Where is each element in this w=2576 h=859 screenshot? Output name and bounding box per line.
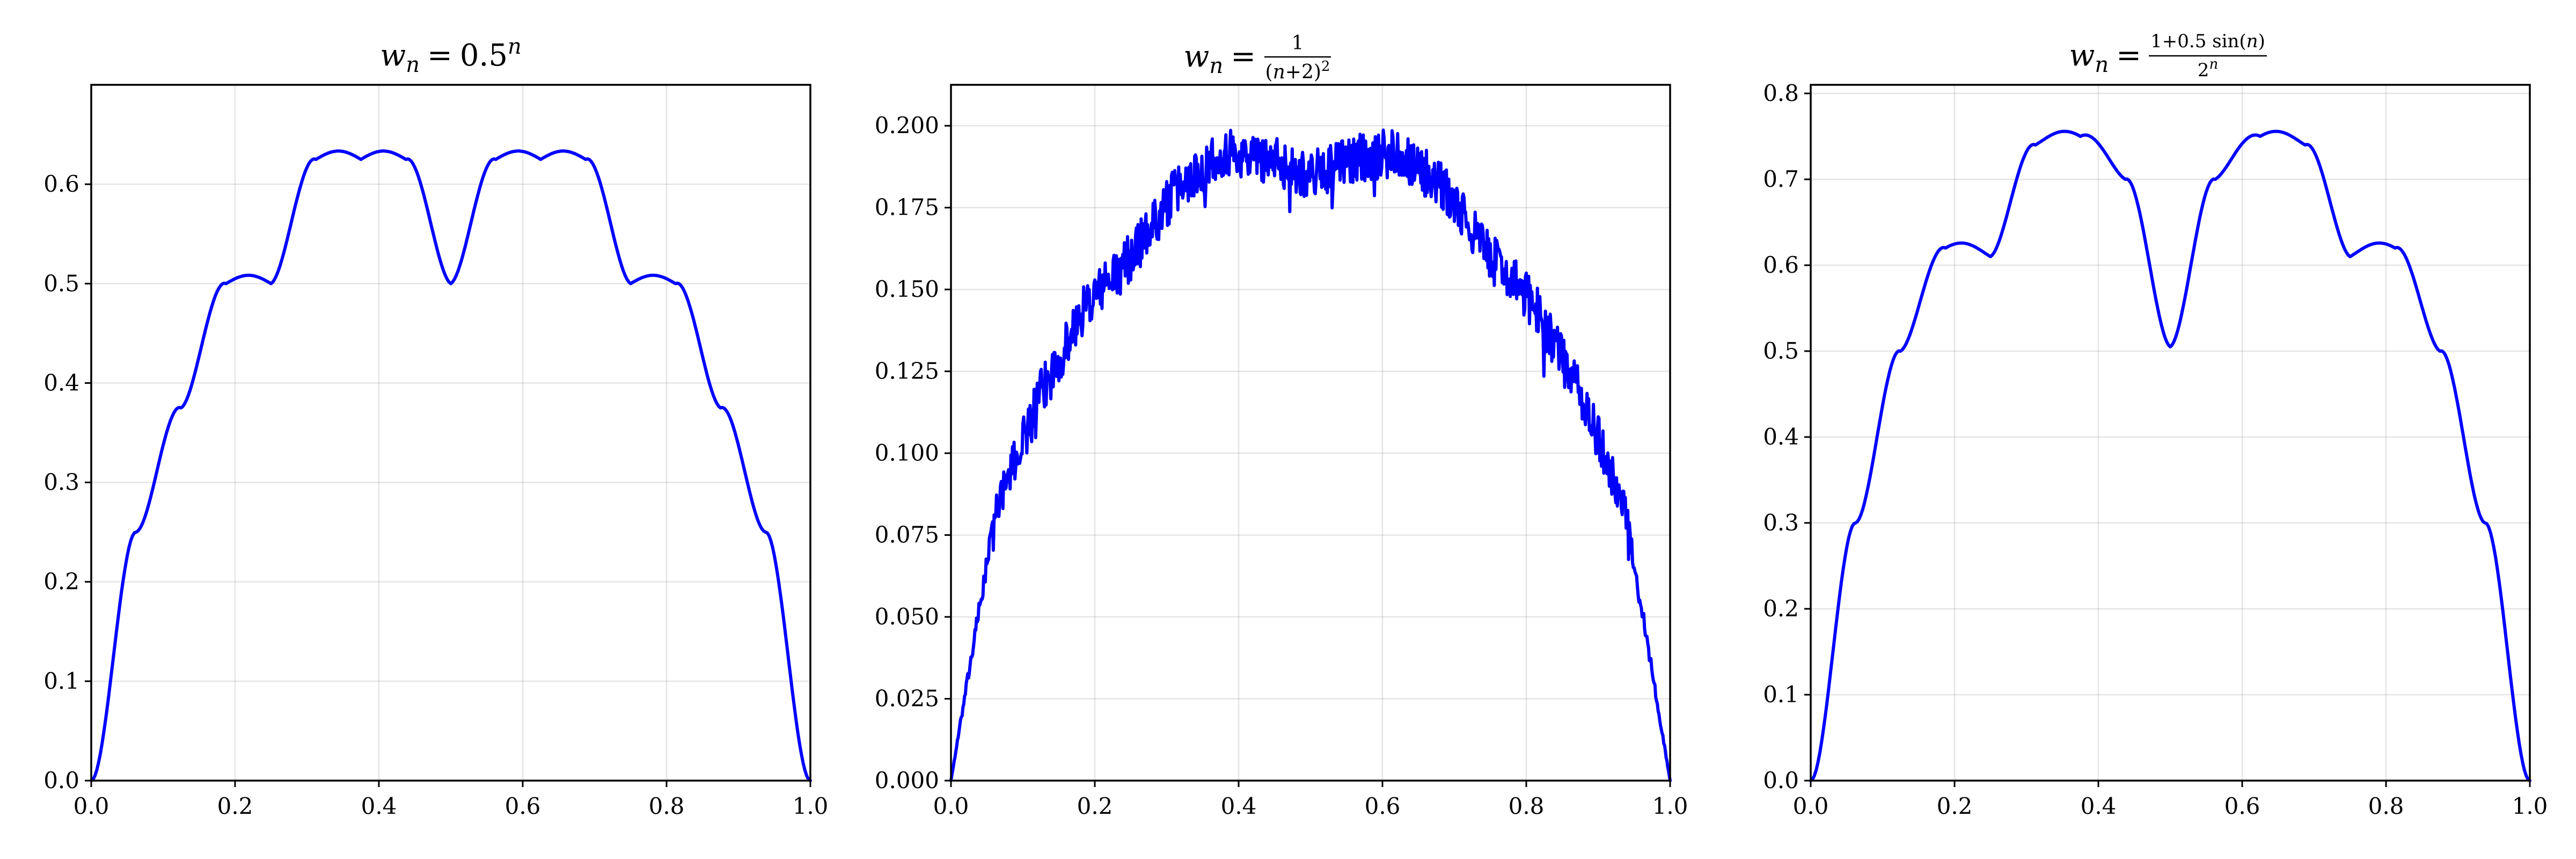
y-tick-label: 0.175 — [875, 194, 939, 221]
y-tick-labels: 0.0 0.1 0.2 0.3 0.4 0.5 0.6 — [43, 171, 79, 794]
x-tick-label: 0.8 — [2368, 793, 2404, 819]
axis-ticks — [945, 125, 1671, 787]
x-tick-label: 1.0 — [1652, 793, 1688, 819]
x-tick-labels: 0.0 0.2 0.4 0.6 0.8 1.0 — [1793, 793, 2548, 819]
x-tick-label: 0.4 — [1221, 793, 1257, 819]
x-tick-label: 1.0 — [793, 793, 829, 819]
chart-panel-geometric: 0.0 0.2 0.4 0.6 0.8 1.0 0.0 0.1 0.2 0.3 0.4 0.5 0.6… — [43, 34, 828, 819]
grid-lines — [90, 85, 811, 782]
y-tick-label: 0.2 — [43, 569, 79, 595]
y-tick-label: 0.2 — [1763, 595, 1799, 622]
chart-title: wn = 1 (n+2)2 — [1183, 32, 1331, 83]
y-tick-label: 0.150 — [875, 276, 939, 302]
title-numerator: 1 — [1292, 32, 1304, 54]
x-tick-label: 0.0 — [74, 793, 109, 819]
y-tick-label: 0.025 — [875, 686, 939, 712]
x-tick-label: 0.4 — [361, 793, 397, 819]
title-numerator: 1+0.5 sin(n) — [2150, 31, 2265, 52]
chart-panel-modulated: 0.0 0.2 0.4 0.6 0.8 1.0 0.0 0.1 0.2 0.3 0.4 0.5 0.6… — [1763, 31, 2548, 819]
series-line — [949, 128, 1672, 782]
title-denominator: (n+2)2 — [1265, 59, 1330, 83]
svg-text:wn=: wn = — [1183, 39, 1256, 78]
x-tick-label: 0.0 — [1793, 793, 1829, 819]
svg-text:wn=: wn = — [2069, 38, 2141, 77]
series-line — [90, 149, 812, 782]
plot-frame — [1810, 84, 2531, 782]
y-tick-labels: 0.000 0.025 0.050 0.075 0.100 0.125 0.150 0.175… — [875, 112, 939, 794]
y-tick-label: 0.4 — [43, 369, 79, 396]
y-tick-label: 0.6 — [43, 171, 79, 197]
y-tick-label: 0.8 — [1763, 80, 1799, 106]
grid-lines — [950, 85, 1671, 782]
y-tick-label: 0.075 — [875, 522, 939, 548]
x-tick-label: 0.0 — [933, 793, 969, 819]
y-tick-label: 0.1 — [43, 668, 79, 694]
x-tick-label: 0.6 — [1365, 793, 1401, 819]
y-tick-label: 0.0 — [43, 767, 79, 794]
x-tick-label: 0.2 — [217, 793, 253, 819]
plot-frame — [90, 84, 811, 782]
x-tick-label: 0.6 — [505, 793, 541, 819]
axis-ticks — [1804, 92, 2531, 787]
x-tick-labels: 0.0 0.2 0.4 0.6 0.8 1.0 — [74, 793, 829, 819]
y-tick-label: 0.000 — [875, 767, 939, 794]
y-tick-label: 0.5 — [1763, 338, 1799, 364]
x-tick-labels: 0.0 0.2 0.4 0.6 0.8 1.0 — [933, 793, 1688, 819]
y-tick-label: 0.3 — [43, 469, 79, 496]
y-tick-label: 0.3 — [1763, 509, 1799, 536]
y-tick-labels: 0.0 0.1 0.2 0.3 0.4 0.5 0.6 0.7 0.8 — [1763, 80, 1799, 794]
axis-ticks — [85, 183, 811, 787]
chart-title: wn = 0.5n — [380, 34, 521, 77]
x-tick-label: 0.8 — [1509, 793, 1545, 819]
x-tick-label: 1.0 — [2512, 793, 2548, 819]
x-tick-label: 0.2 — [1077, 793, 1113, 819]
y-tick-label: 0.0 — [1763, 767, 1799, 794]
title-denominator: 2n — [2198, 56, 2218, 81]
chart-panel-inverse-square: 0.0 0.2 0.4 0.6 0.8 1.0 0.0000.0250.0500.0750… — [875, 32, 1688, 819]
grid-lines — [1810, 85, 2531, 782]
y-tick-label: 0.6 — [1763, 252, 1799, 278]
y-tick-label: 0.7 — [1763, 166, 1799, 192]
x-tick-label: 0.6 — [2224, 793, 2260, 819]
y-tick-label: 0.100 — [875, 440, 939, 466]
plot-frame — [950, 84, 1671, 782]
y-tick-label: 0.200 — [875, 112, 939, 139]
chart-title: wn = 1+0.5 sin(n) 2n — [2069, 31, 2267, 81]
y-tick-label: 0.4 — [1763, 424, 1799, 450]
y-tick-label: 0.5 — [43, 270, 79, 296]
y-tick-label: 0.125 — [875, 358, 939, 384]
x-tick-label: 0.2 — [1937, 793, 1973, 819]
x-tick-label: 0.4 — [2081, 793, 2117, 819]
y-tick-label: 0.1 — [1763, 681, 1799, 708]
y-tick-label: 0.050 — [875, 603, 939, 630]
x-tick-label: 0.8 — [649, 793, 685, 819]
series-line — [1809, 129, 2531, 782]
